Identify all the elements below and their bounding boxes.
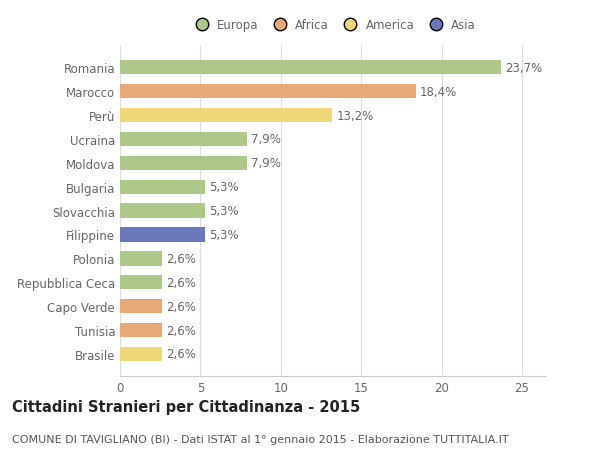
Text: 18,4%: 18,4% (420, 85, 457, 98)
Text: 2,6%: 2,6% (166, 348, 196, 361)
Bar (120, 275, 162, 290)
Text: 2,6%: 2,6% (166, 324, 196, 337)
Bar (120, 323, 162, 337)
Text: 5,3%: 5,3% (209, 229, 239, 241)
Bar (120, 180, 205, 195)
Text: 13,2%: 13,2% (336, 109, 373, 122)
Text: 2,6%: 2,6% (166, 252, 196, 265)
Text: 5,3%: 5,3% (209, 205, 239, 218)
Legend: Europa, Africa, America, Asia: Europa, Africa, America, Asia (190, 19, 476, 32)
Bar (120, 252, 162, 266)
Bar (120, 85, 416, 99)
Text: 7,9%: 7,9% (251, 157, 281, 170)
Bar (120, 61, 501, 75)
Text: 2,6%: 2,6% (166, 300, 196, 313)
Bar (120, 133, 247, 147)
Text: 23,7%: 23,7% (505, 62, 542, 74)
Bar (120, 228, 205, 242)
Bar (120, 204, 205, 218)
Text: 5,3%: 5,3% (209, 181, 239, 194)
Text: 7,9%: 7,9% (251, 133, 281, 146)
Bar (120, 347, 162, 361)
Text: Cittadini Stranieri per Cittadinanza - 2015: Cittadini Stranieri per Cittadinanza - 2… (12, 399, 360, 414)
Bar (120, 109, 332, 123)
Text: 2,6%: 2,6% (166, 276, 196, 289)
Bar (120, 299, 162, 313)
Text: COMUNE DI TAVIGLIANO (BI) - Dati ISTAT al 1° gennaio 2015 - Elaborazione TUTTITA: COMUNE DI TAVIGLIANO (BI) - Dati ISTAT a… (12, 434, 509, 444)
Bar (120, 157, 247, 171)
